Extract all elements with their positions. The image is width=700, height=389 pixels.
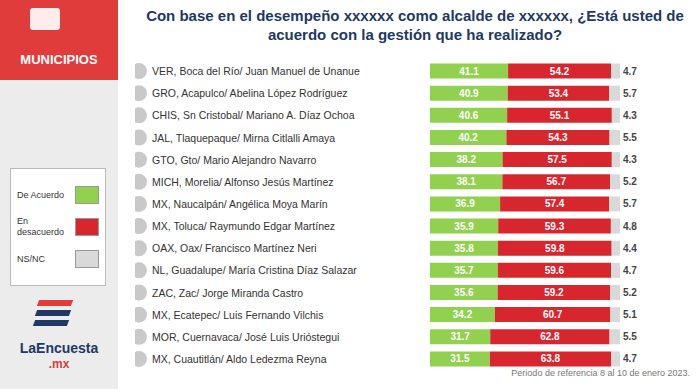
svg-text:35.6: 35.6 — [454, 287, 474, 298]
svg-text:54.3: 54.3 — [548, 132, 568, 143]
svg-text:5.1: 5.1 — [623, 309, 637, 320]
html-text:LaEncuesta: LaEncuesta — [19, 340, 99, 356]
svg-text:5.7: 5.7 — [623, 88, 637, 99]
svg-text:5.2: 5.2 — [623, 176, 637, 187]
svg-text:55.1: 55.1 — [550, 110, 570, 121]
svg-text:54.2: 54.2 — [550, 66, 570, 77]
svg-text:40.9: 40.9 — [459, 88, 479, 99]
svg-text:56.7: 56.7 — [547, 176, 567, 187]
svg-text:5.5: 5.5 — [623, 331, 637, 342]
svg-text:ZAC, Zac/ Jorge Miranda Castro: ZAC, Zac/ Jorge Miranda Castro — [152, 287, 303, 299]
svg-text:36.9: 36.9 — [455, 198, 475, 209]
html-text:De Acuerdo: De Acuerdo — [17, 189, 64, 200]
svg-text:4.8: 4.8 — [623, 221, 637, 232]
svg-text:63.8: 63.8 — [541, 353, 561, 364]
svg-text:MX, Cuautitlán/ Aldo Ledezma R: MX, Cuautitlán/ Aldo Ledezma Reyna — [152, 353, 327, 365]
svg-text:MX, Naucalpán/ Angélica Moya M: MX, Naucalpán/ Angélica Moya Marín — [152, 198, 328, 210]
svg-text:35.8: 35.8 — [454, 243, 474, 254]
svg-text:CHIS, Sn Cristobal/ Mariano A.: CHIS, Sn Cristobal/ Mariano A. Díaz Ocho… — [152, 109, 355, 121]
svg-text:GRO, Acapulco/ Abelina López R: GRO, Acapulco/ Abelina López Rodríguez — [152, 87, 348, 99]
svg-text:31.7: 31.7 — [450, 331, 470, 342]
svg-text:4.4: 4.4 — [623, 243, 637, 254]
svg-text:NL, Guadalupe/ María Cristina: NL, Guadalupe/ María Cristina Díaz Salaz… — [152, 264, 357, 276]
svg-text:5.2: 5.2 — [623, 287, 637, 298]
svg-text:OAX, Oax/ Francisco Martínez N: OAX, Oax/ Francisco Martínez Neri — [152, 242, 317, 254]
svg-text:62.8: 62.8 — [540, 331, 560, 342]
svg-text:38.1: 38.1 — [456, 176, 476, 187]
svg-text:59.6: 59.6 — [545, 265, 565, 276]
svg-text:GTO, Gto/ Mario Alejandro Nava: GTO, Gto/ Mario Alejandro Navarro — [152, 154, 317, 166]
svg-text:MICH, Morelia/ Alfonso Jesús M: MICH, Morelia/ Alfonso Jesús Martínez — [152, 176, 333, 188]
svg-text:59.3: 59.3 — [545, 221, 565, 232]
html-text:En desacuerdo: En desacuerdo — [17, 216, 64, 237]
svg-text:34.2: 34.2 — [453, 309, 473, 320]
html-text:MUNICIPIOS: MUNICIPIOS — [20, 52, 98, 67]
svg-text:35.7: 35.7 — [454, 265, 474, 276]
html-text:NS/NC: NS/NC — [17, 253, 45, 264]
svg-text:59.8: 59.8 — [545, 243, 565, 254]
svg-text:MOR, Cuernavaca/ José Luis Uri: MOR, Cuernavaca/ José Luis Urióstegui — [152, 331, 339, 343]
svg-text:JAL, Tlaquepaque/ Mirna Citlal: JAL, Tlaquepaque/ Mirna Citlalli Amaya — [152, 132, 335, 144]
svg-text:40.2: 40.2 — [458, 132, 478, 143]
html-text:.mx: .mx — [48, 357, 70, 371]
svg-text:4.7: 4.7 — [623, 66, 637, 77]
svg-text:VER, Boca del Río/ Juan Manuel: VER, Boca del Río/ Juan Manuel de Unanue — [152, 65, 360, 77]
svg-text:MX, Ecatepec/ Luis Fernando Vi: MX, Ecatepec/ Luis Fernando Vilchis — [152, 309, 323, 321]
svg-text:38.2: 38.2 — [457, 154, 477, 165]
svg-text:57.4: 57.4 — [545, 198, 565, 209]
svg-text:MX, Toluca/ Raymundo Edgar Mar: MX, Toluca/ Raymundo Edgar Martínez — [152, 220, 335, 232]
svg-text:59.2: 59.2 — [544, 287, 564, 298]
svg-text:35.9: 35.9 — [454, 221, 474, 232]
svg-text:41.1: 41.1 — [459, 66, 479, 77]
svg-text:5.5: 5.5 — [623, 132, 637, 143]
svg-text:53.4: 53.4 — [549, 88, 569, 99]
svg-text:60.7: 60.7 — [543, 309, 563, 320]
svg-text:4.3: 4.3 — [623, 110, 637, 121]
html-text:Periodo de referencia 8 al 10: Periodo de referencia 8 al 10 de enero 2… — [511, 368, 690, 378]
svg-text:31.5: 31.5 — [450, 353, 470, 364]
svg-text:57.5: 57.5 — [547, 154, 567, 165]
svg-text:4.3: 4.3 — [623, 154, 637, 165]
svg-text:4.7: 4.7 — [623, 353, 637, 364]
svg-text:4.7: 4.7 — [623, 265, 637, 276]
html-text:Con base en el desempeño xxxxx: Con base en el desempeño xxxxxx como alc… — [146, 7, 684, 43]
svg-text:40.6: 40.6 — [459, 110, 479, 121]
svg-text:5.7: 5.7 — [623, 198, 637, 209]
